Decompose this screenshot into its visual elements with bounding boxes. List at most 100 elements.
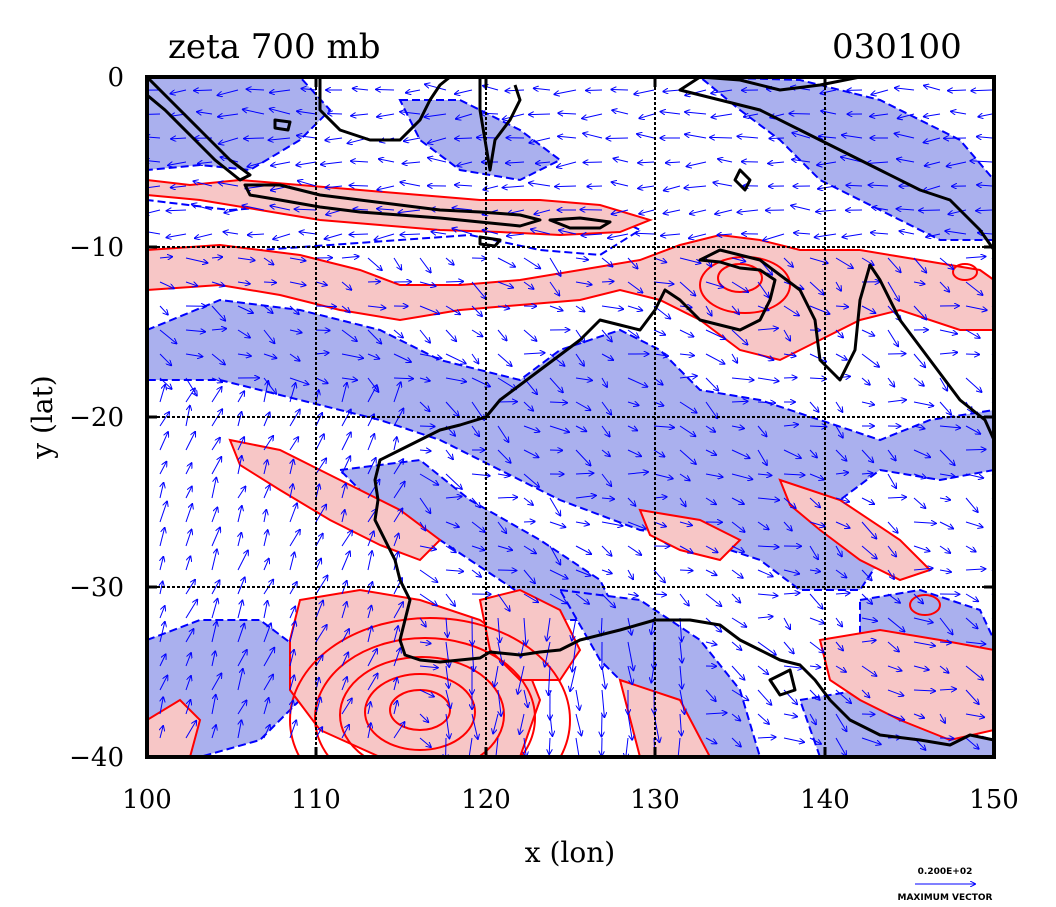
wind-vector	[627, 594, 638, 596]
wind-vector	[731, 641, 741, 650]
wind-vector	[341, 305, 350, 312]
lat-lon-grid	[147, 77, 994, 757]
wind-vector	[731, 329, 748, 345]
wind-vector	[970, 161, 993, 162]
wind-vector	[794, 233, 811, 234]
wind-vector	[237, 669, 243, 691]
y-axis-label: y (lat)	[26, 375, 59, 459]
wind-vector	[315, 282, 327, 285]
wind-vector	[237, 456, 242, 475]
wind-vector	[428, 137, 447, 143]
wind-vector	[520, 713, 525, 734]
wind-vector	[289, 353, 300, 361]
wind-vector	[237, 551, 248, 571]
wind-vector	[557, 161, 577, 167]
wind-vector	[419, 521, 426, 530]
wind-vector	[913, 617, 933, 623]
wind-vector	[368, 702, 371, 715]
wind-vector	[354, 209, 369, 210]
wind-vector	[835, 689, 851, 703]
wind-vector	[651, 665, 654, 682]
wind-vector	[211, 725, 216, 739]
wind-vector	[731, 569, 743, 578]
wind-vector	[575, 737, 580, 757]
wind-vector	[289, 305, 299, 314]
y-tick-minus30: −30	[69, 573, 124, 603]
x-tick-150: 150	[969, 785, 1019, 815]
wind-vector	[394, 437, 397, 451]
y-tick-0: 0	[107, 63, 124, 93]
wind-vector	[835, 737, 846, 756]
wind-vector	[757, 569, 773, 576]
wind-vector	[211, 438, 220, 451]
wind-vector	[211, 695, 216, 715]
wind-vector	[913, 568, 933, 570]
wind-vector	[757, 328, 778, 330]
wind-vector	[913, 401, 933, 406]
wind-vector	[684, 186, 707, 188]
wind-vector	[835, 329, 843, 338]
wind-vector	[601, 521, 623, 526]
wind-vector	[558, 113, 577, 114]
wind-vector	[809, 689, 820, 700]
wind-vector	[237, 391, 244, 403]
wind-vector	[835, 473, 848, 475]
y-tick-minus40: −40	[69, 743, 124, 773]
wind-vector	[913, 665, 929, 670]
wind-vector	[341, 383, 347, 403]
wind-vector	[399, 210, 421, 213]
wind-vector	[731, 713, 740, 721]
wind-vector	[653, 329, 665, 335]
wind-vector	[263, 257, 273, 265]
wind-vector	[913, 593, 923, 603]
wind-vector	[445, 449, 453, 459]
wind-vector	[713, 183, 733, 187]
wind-vector	[861, 737, 881, 744]
wind-vector	[679, 329, 693, 337]
wind-vector	[341, 725, 349, 739]
wind-vector	[835, 545, 842, 556]
wind-vector	[419, 689, 434, 697]
wind-vector	[419, 593, 437, 605]
wind-vector	[945, 231, 967, 234]
wind-vector	[518, 665, 525, 694]
wind-vector	[705, 401, 717, 418]
wind-vector	[406, 90, 421, 93]
wind-vector	[843, 234, 863, 237]
wind-vector	[887, 617, 905, 632]
wind-vector	[965, 714, 984, 717]
wind-vector	[289, 582, 297, 595]
wind-vector	[211, 305, 225, 321]
wind-vector	[835, 569, 846, 578]
wind-vector	[835, 306, 848, 307]
wind-vector	[367, 626, 372, 643]
wind-vector	[871, 233, 889, 234]
wind-vector	[159, 622, 165, 643]
wind-vector	[328, 114, 343, 115]
wind-vector	[472, 641, 474, 671]
x-tick-130: 130	[630, 785, 680, 815]
wind-vector	[680, 665, 682, 689]
wind-vector	[582, 113, 603, 119]
wind-vector	[211, 353, 225, 364]
wind-vector	[705, 449, 716, 455]
wind-vector	[315, 353, 329, 354]
wind-vector	[731, 521, 745, 532]
wind-vector	[626, 737, 628, 757]
wind-vector	[939, 642, 951, 643]
wind-vector	[445, 281, 463, 282]
wind-vector	[627, 426, 637, 430]
wind-vector	[315, 601, 323, 619]
wind-vector	[315, 534, 323, 547]
wind-vector	[523, 425, 539, 432]
wind-vector	[237, 282, 250, 284]
wind-vector	[861, 257, 874, 265]
wind-vector	[861, 640, 876, 642]
wind-vector	[821, 90, 837, 93]
wind-vector	[738, 210, 759, 212]
wind-vector	[238, 412, 242, 427]
wind-vector	[160, 557, 163, 571]
wind-vector	[549, 593, 567, 603]
wind-vector	[601, 473, 611, 486]
